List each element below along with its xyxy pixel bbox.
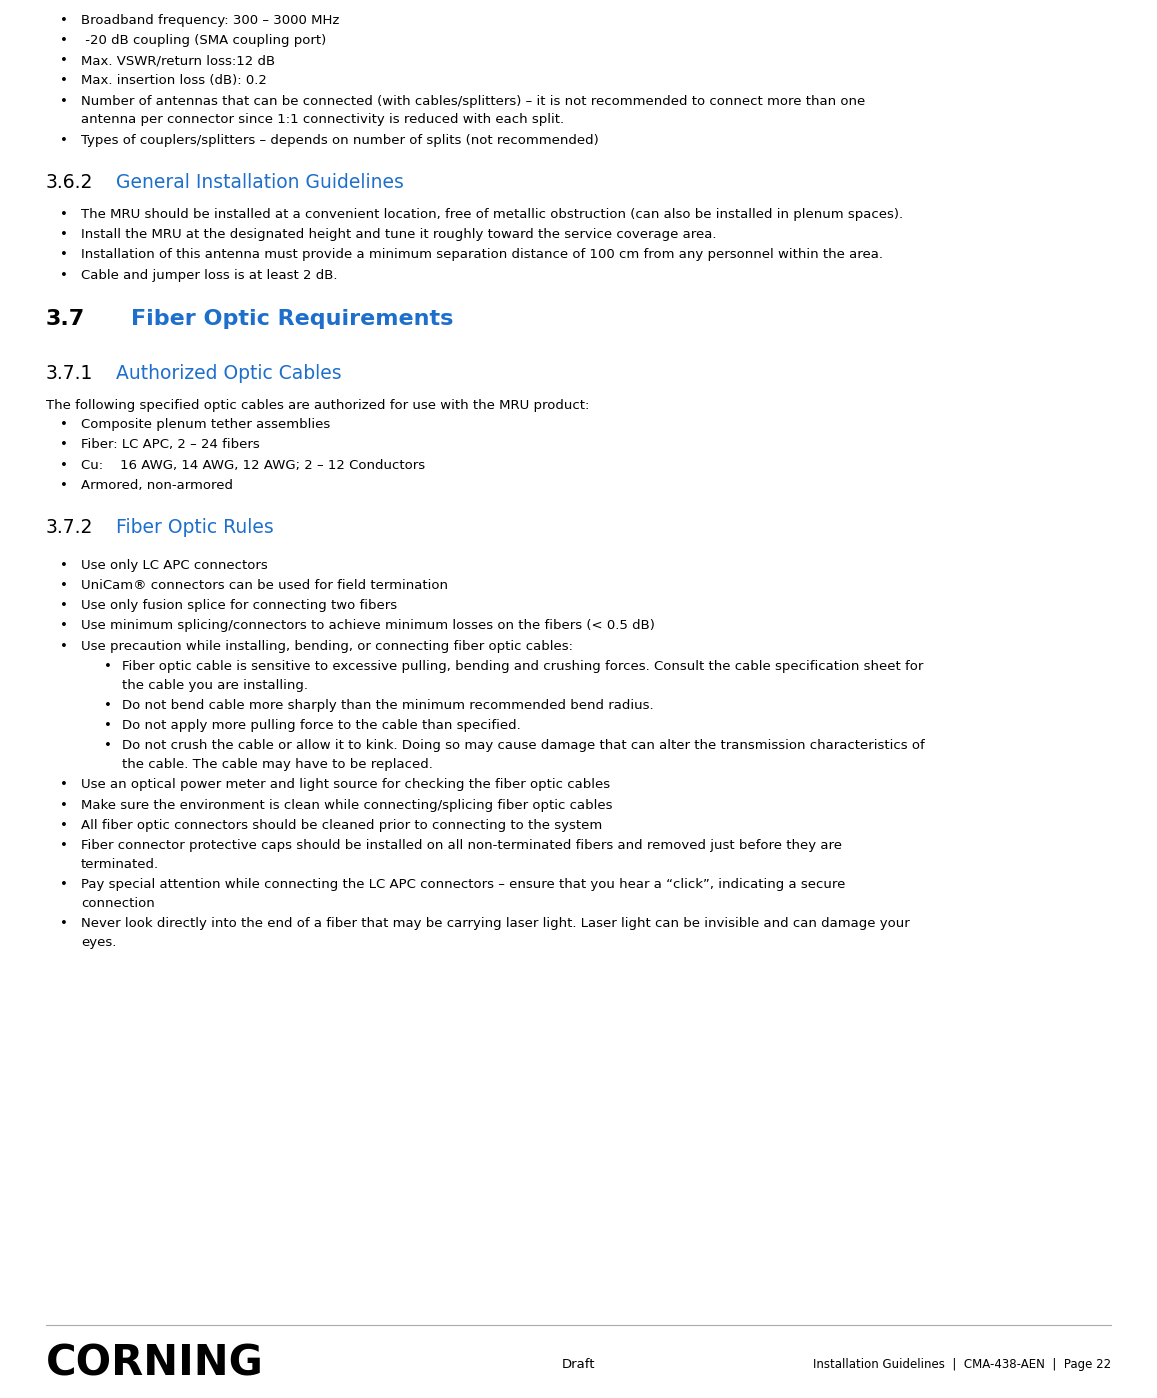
- Text: Fiber connector protective caps should be installed on all non-terminated fibers: Fiber connector protective caps should b…: [81, 839, 842, 853]
- Text: Use precaution while installing, bending, or connecting fiber optic cables:: Use precaution while installing, bending…: [81, 640, 573, 653]
- Text: -20 dB coupling (SMA coupling port): -20 dB coupling (SMA coupling port): [81, 34, 326, 48]
- Text: •: •: [60, 418, 68, 431]
- Text: Install the MRU at the designated height and tune it roughly toward the service : Install the MRU at the designated height…: [81, 228, 716, 240]
- Text: •: •: [60, 249, 68, 261]
- Text: terminated.: terminated.: [81, 858, 160, 871]
- Text: •: •: [60, 478, 68, 492]
- Text: 3.6.2: 3.6.2: [46, 172, 94, 192]
- Text: Never look directly into the end of a fiber that may be carrying laser light. La: Never look directly into the end of a fi…: [81, 917, 909, 930]
- Text: Broadband frequency: 300 – 3000 MHz: Broadband frequency: 300 – 3000 MHz: [81, 14, 339, 27]
- Text: •: •: [60, 839, 68, 853]
- Text: Composite plenum tether assemblies: Composite plenum tether assemblies: [81, 418, 330, 431]
- Text: •: •: [60, 95, 68, 108]
- Text: The following specified optic cables are authorized for use with the MRU product: The following specified optic cables are…: [46, 400, 589, 412]
- Text: •: •: [104, 699, 112, 712]
- Text: Use only fusion splice for connecting two fibers: Use only fusion splice for connecting tw…: [81, 600, 397, 612]
- Text: •: •: [60, 268, 68, 281]
- Text: •: •: [104, 660, 112, 672]
- Text: Cu:    16 AWG, 14 AWG, 12 AWG; 2 – 12 Conductors: Cu: 16 AWG, 14 AWG, 12 AWG; 2 – 12 Condu…: [81, 459, 425, 471]
- Text: •: •: [60, 619, 68, 632]
- Text: Do not apply more pulling force to the cable than specified.: Do not apply more pulling force to the c…: [121, 719, 521, 733]
- Text: Max. VSWR/return loss:12 dB: Max. VSWR/return loss:12 dB: [81, 55, 275, 67]
- Text: Use only LC APC connectors: Use only LC APC connectors: [81, 559, 267, 572]
- Text: •: •: [60, 559, 68, 572]
- Text: Authorized Optic Cables: Authorized Optic Cables: [116, 363, 341, 383]
- Text: the cable you are installing.: the cable you are installing.: [121, 678, 308, 692]
- Text: antenna per connector since 1:1 connectivity is reduced with each split.: antenna per connector since 1:1 connecti…: [81, 113, 565, 126]
- Text: •: •: [60, 878, 68, 891]
- Text: •: •: [60, 798, 68, 812]
- Text: Installation Guidelines  |  CMA-438-AEN  |  Page 22: Installation Guidelines | CMA-438-AEN | …: [813, 1357, 1111, 1371]
- Text: Armored, non-armored: Armored, non-armored: [81, 478, 233, 492]
- Text: 3.7: 3.7: [46, 309, 86, 330]
- Text: Number of antennas that can be connected (with cables/splitters) – it is not rec: Number of antennas that can be connected…: [81, 95, 865, 108]
- Text: Types of couplers/splitters – depends on number of splits (not recommended): Types of couplers/splitters – depends on…: [81, 134, 599, 147]
- Text: •: •: [60, 640, 68, 653]
- Text: All fiber optic connectors should be cleaned prior to connecting to the system: All fiber optic connectors should be cle…: [81, 819, 603, 832]
- Text: Draft: Draft: [562, 1357, 595, 1371]
- Text: •: •: [60, 55, 68, 67]
- Text: •: •: [60, 74, 68, 87]
- Text: •: •: [60, 439, 68, 452]
- Text: CORNING: CORNING: [46, 1342, 264, 1384]
- Text: •: •: [60, 579, 68, 591]
- Text: 3.7.1: 3.7.1: [46, 363, 94, 383]
- Text: •: •: [60, 34, 68, 48]
- Text: 3.7.2: 3.7.2: [46, 517, 94, 537]
- Text: Use an optical power meter and light source for checking the fiber optic cables: Use an optical power meter and light sou…: [81, 779, 610, 791]
- Text: •: •: [60, 134, 68, 147]
- Text: •: •: [60, 14, 68, 27]
- Text: •: •: [104, 719, 112, 733]
- Text: Fiber optic cable is sensitive to excessive pulling, bending and crushing forces: Fiber optic cable is sensitive to excess…: [121, 660, 923, 672]
- Text: Installation of this antenna must provide a minimum separation distance of 100 c: Installation of this antenna must provid…: [81, 249, 883, 261]
- Text: eyes.: eyes.: [81, 935, 117, 949]
- Text: The MRU should be installed at a convenient location, free of metallic obstructi: The MRU should be installed at a conveni…: [81, 208, 904, 221]
- Text: Use minimum splicing/connectors to achieve minimum losses on the fibers (< 0.5 d: Use minimum splicing/connectors to achie…: [81, 619, 655, 632]
- Text: Do not bend cable more sharply than the minimum recommended bend radius.: Do not bend cable more sharply than the …: [121, 699, 654, 712]
- Text: •: •: [104, 740, 112, 752]
- Text: Cable and jumper loss is at least 2 dB.: Cable and jumper loss is at least 2 dB.: [81, 268, 338, 281]
- Text: •: •: [60, 819, 68, 832]
- Text: •: •: [60, 600, 68, 612]
- Text: Fiber Optic Requirements: Fiber Optic Requirements: [131, 309, 454, 330]
- Text: Fiber: LC APC, 2 – 24 fibers: Fiber: LC APC, 2 – 24 fibers: [81, 439, 260, 452]
- Text: •: •: [60, 917, 68, 930]
- Text: Pay special attention while connecting the LC APC connectors – ensure that you h: Pay special attention while connecting t…: [81, 878, 846, 891]
- Text: •: •: [60, 208, 68, 221]
- Text: connection: connection: [81, 898, 155, 910]
- Text: •: •: [60, 779, 68, 791]
- Text: •: •: [60, 228, 68, 240]
- Text: Max. insertion loss (dB): 0.2: Max. insertion loss (dB): 0.2: [81, 74, 267, 87]
- Text: •: •: [60, 459, 68, 471]
- Text: the cable. The cable may have to be replaced.: the cable. The cable may have to be repl…: [121, 758, 433, 772]
- Text: General Installation Guidelines: General Installation Guidelines: [116, 172, 404, 192]
- Text: Make sure the environment is clean while connecting/splicing fiber optic cables: Make sure the environment is clean while…: [81, 798, 612, 812]
- Text: Fiber Optic Rules: Fiber Optic Rules: [116, 517, 274, 537]
- Text: UniCam® connectors can be used for field termination: UniCam® connectors can be used for field…: [81, 579, 448, 591]
- Text: Do not crush the cable or allow it to kink. Doing so may cause damage that can a: Do not crush the cable or allow it to ki…: [121, 740, 924, 752]
